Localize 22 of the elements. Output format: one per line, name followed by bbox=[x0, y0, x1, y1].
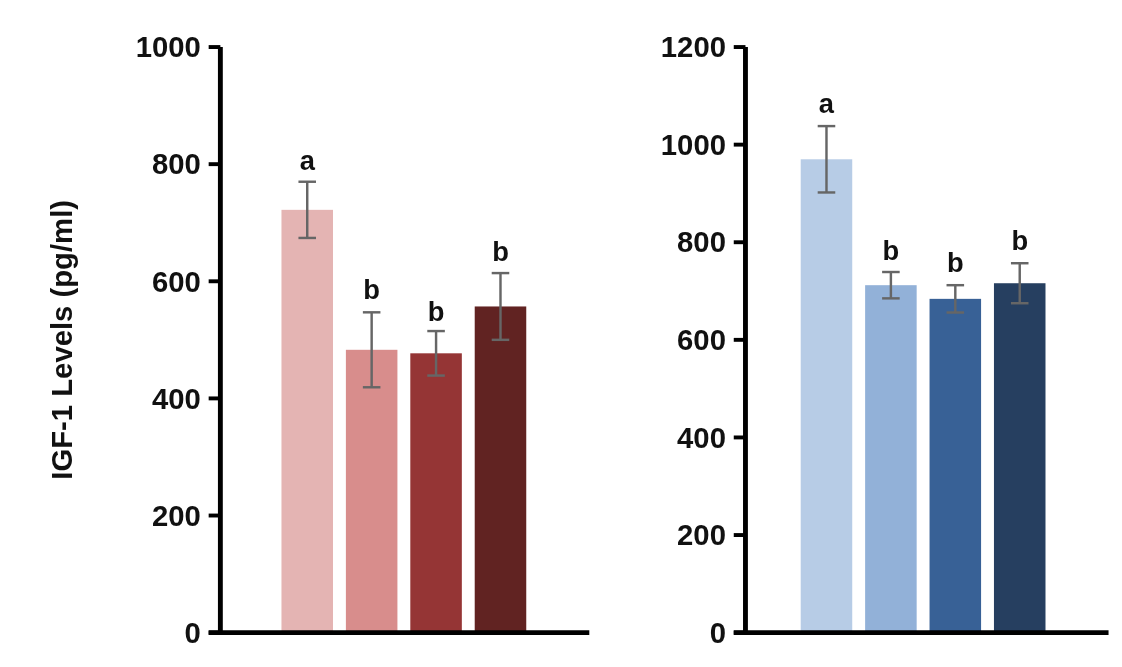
y-tick-label: 800 bbox=[677, 225, 726, 259]
annotation: b bbox=[882, 234, 900, 266]
y-tick-label: 200 bbox=[677, 518, 726, 552]
y-tick-label: 200 bbox=[152, 498, 201, 532]
y-tick-label: 1000 bbox=[135, 30, 201, 64]
annotation: a bbox=[299, 145, 316, 177]
annotation: b bbox=[492, 235, 509, 267]
annotation: b bbox=[427, 295, 445, 327]
y-tick-label: 1200 bbox=[660, 30, 726, 64]
y-tick-label: 1000 bbox=[660, 127, 726, 161]
y-axis-title: IGF-1 Levels (pg/ml) bbox=[45, 199, 79, 480]
y-tick-label: 0 bbox=[184, 615, 201, 649]
y-tick-label: 400 bbox=[152, 381, 201, 415]
annotation: b bbox=[946, 247, 964, 279]
y-tick-label: 0 bbox=[709, 615, 726, 649]
annotation: a bbox=[818, 88, 835, 120]
y-tick-label: 800 bbox=[152, 147, 201, 181]
annotation: b bbox=[1011, 225, 1029, 257]
y-tick-label: 400 bbox=[677, 420, 726, 454]
y-tick-label: 600 bbox=[152, 264, 201, 298]
y-tick-label: 600 bbox=[677, 323, 726, 357]
annotation: b bbox=[363, 273, 380, 305]
